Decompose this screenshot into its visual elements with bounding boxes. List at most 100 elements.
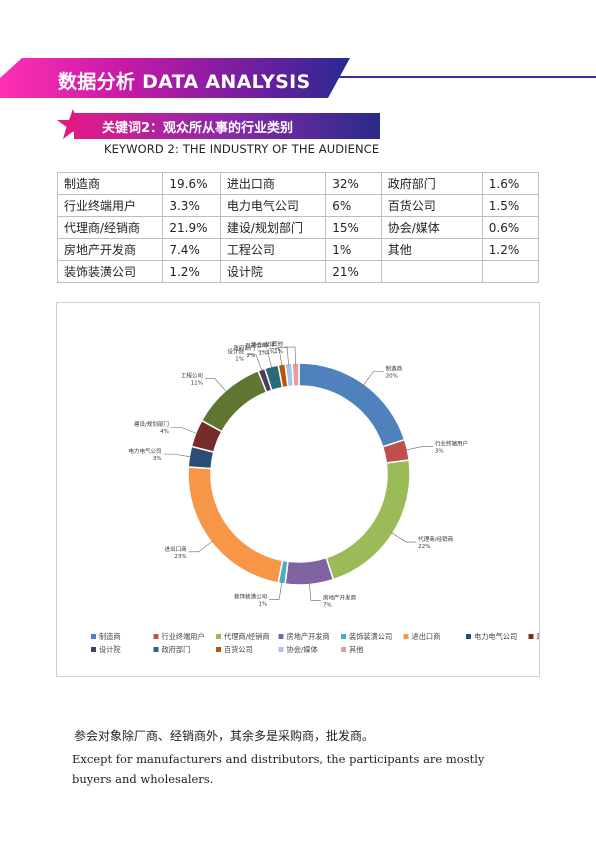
legend-swatch [278,634,284,639]
leader-line [269,581,283,600]
slice-pct-label: 1% [235,357,244,363]
industry-name-cell: 电力电气公司 [219,194,327,217]
header-rule [330,76,596,78]
legend-swatch [91,634,96,639]
legend-swatch [528,634,534,639]
leader-line [245,354,263,372]
page-title: 数据分析 DATA ANALYSIS [58,71,311,93]
slice-pct-label: 22% [418,544,430,550]
legend-label: 进出口商 [412,632,441,641]
industry-name-cell: 百货公司 [380,194,483,217]
industry-value-cell: 1.5% [481,194,540,217]
leader-line [285,346,296,366]
donut-slice-5 [187,466,284,584]
industry-name-cell: 其他 [380,238,483,261]
industry-table: 制造商 19.6% 进出口商 32% 政府部门 1.6% 行业终端用户 3.3% 电力电气公司 6… [56,172,540,283]
slice-pct-label: 2% [247,353,256,359]
industry-name-cell: 代理商/经销商 [56,216,164,239]
industry-value-cell: 1.2% [162,260,221,283]
slice-label: 其他 [272,340,284,348]
slice-pct-label: 1% [266,350,275,356]
slice-label: 设计院 [227,348,244,356]
leader-line [257,350,273,369]
keyword-title: 关键词2：观众所从事的行业类别 [102,121,294,136]
leader-line [362,370,384,386]
keyword-subtitle: KEYWORD 2: THE INDUSTRY OF THE AUDIENCE [104,142,380,156]
slice-pct-label: 1% [274,349,283,355]
legend-swatch [153,634,159,639]
industry-value-cell: 21.9% [162,216,221,239]
slice-label: 工程公司 [181,372,203,380]
slice-label: 装饰装潢公司 [234,592,267,600]
leader-line [269,348,283,367]
slice-label: 电力电气公司 [129,447,162,455]
slice-label: 进出口商 [165,545,188,553]
legend-label: 协会/媒体 [287,645,318,654]
table-row: 代理商/经销商 21.9% 建设/规划部门 15% 协会/媒体 0.6% [56,216,540,239]
industry-name-cell: 房地产开发商 [56,238,164,261]
slice-pct-label: 3% [153,456,162,462]
legend-swatch [216,647,221,652]
leader-line [205,378,228,393]
legend-label: 建设/规划部门 [537,632,540,641]
legend-label: 制造商 [99,632,121,641]
table-row: 行业终端用户 3.3% 电力电气公司 6% 百货公司 1.5% [56,194,540,217]
legend-swatch [341,647,346,652]
leader-line [390,532,417,543]
star-icon [57,109,89,139]
leader-line [188,540,214,553]
slice-label: 百货公司 [245,342,267,350]
slice-pct-label: 3% [435,448,444,454]
industry-value-cell: 15% [325,216,382,239]
slice-label: 政府部门 [233,344,255,352]
slice-pct-label: 11% [191,381,203,387]
legend-label: 装饰装潢公司 [349,632,392,641]
leader-line [277,347,290,366]
legend-label: 设计院 [99,645,121,654]
slice-pct-label: 7% [323,602,332,608]
legend-swatch [153,647,159,652]
leader-line [170,426,198,435]
industry-value-cell: 0.6% [481,216,540,239]
industry-value-cell: 32% [325,172,382,195]
donut-slice-8 [200,369,268,433]
industry-name-cell [380,260,483,283]
industry-value-cell: 1.2% [481,238,540,261]
industry-value-cell: 19.6% [162,172,221,195]
legend-label: 行业终端用户 [162,632,205,641]
slice-label: 建设/规划部门 [134,420,169,428]
industry-value-cell: 6% [325,194,382,217]
industry-value-cell: 1.6% [481,172,540,195]
industry-value-cell: 3.3% [162,194,221,217]
legend-swatch [341,634,346,639]
industry-name-cell: 进出口商 [219,172,327,195]
leader-line [163,453,192,458]
table-row: 装饰装潢公司 1.2% 设计院 21% [56,260,540,283]
slice-pct-label: 1% [258,601,267,607]
industry-name-cell: 制造商 [56,172,164,195]
slice-pct-label: 1% [258,351,267,357]
industry-value-cell: 7.4% [162,238,221,261]
industry-value-cell [481,260,540,283]
section-header: 数据分析 DATA ANALYSIS [0,58,596,98]
industry-value-cell: 1% [325,238,382,261]
legend-label: 百货公司 [224,645,253,654]
leader-line [308,582,321,601]
industry-name-cell: 行业终端用户 [56,194,164,217]
slice-label: 协会/媒体 [251,341,275,349]
table-row: 房地产开发商 7.4% 工程公司 1% 其他 1.2% [56,238,540,261]
keyword-banner [74,113,380,139]
slice-label: 代理商/经销商 [418,535,453,543]
slice-pct-label: 23% [174,554,186,560]
header-banner [0,58,350,98]
leader-line [405,445,433,451]
chart-canvas: 制造商20%行业终端用户3%代理商/经销商22%房地产开发商7%装饰装潢公司1%… [91,340,540,654]
donut-slice-13 [291,362,300,387]
donut-slice-3 [284,556,335,586]
slice-label: 房地产开发商 [323,593,357,601]
legend-label: 其他 [349,645,363,654]
donut-slice-2 [325,459,411,581]
industry-name-cell: 建设/规划部门 [219,216,327,239]
legend-swatch [91,647,96,652]
slice-label: 行业终端用户 [435,439,468,447]
